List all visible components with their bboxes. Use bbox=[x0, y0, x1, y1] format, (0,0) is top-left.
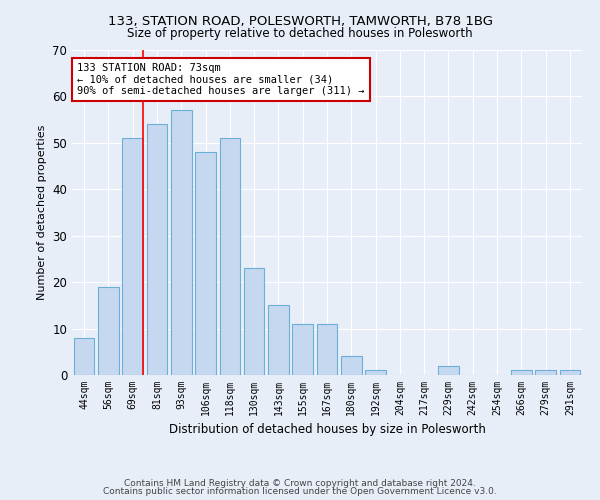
Bar bbox=[292, 324, 313, 375]
Bar bbox=[244, 268, 265, 375]
Bar bbox=[438, 366, 459, 375]
Text: Size of property relative to detached houses in Polesworth: Size of property relative to detached ho… bbox=[127, 28, 473, 40]
Text: 133, STATION ROAD, POLESWORTH, TAMWORTH, B78 1BG: 133, STATION ROAD, POLESWORTH, TAMWORTH,… bbox=[107, 15, 493, 28]
Bar bbox=[317, 324, 337, 375]
Bar bbox=[171, 110, 191, 375]
Bar bbox=[146, 124, 167, 375]
Bar bbox=[535, 370, 556, 375]
Text: 133 STATION ROAD: 73sqm
← 10% of detached houses are smaller (34)
90% of semi-de: 133 STATION ROAD: 73sqm ← 10% of detache… bbox=[77, 63, 365, 96]
Text: Contains public sector information licensed under the Open Government Licence v3: Contains public sector information licen… bbox=[103, 487, 497, 496]
Text: Contains HM Land Registry data © Crown copyright and database right 2024.: Contains HM Land Registry data © Crown c… bbox=[124, 478, 476, 488]
Bar bbox=[74, 338, 94, 375]
Bar bbox=[341, 356, 362, 375]
Bar bbox=[220, 138, 240, 375]
Bar bbox=[268, 306, 289, 375]
Bar bbox=[511, 370, 532, 375]
Y-axis label: Number of detached properties: Number of detached properties bbox=[37, 125, 47, 300]
Bar bbox=[365, 370, 386, 375]
Bar bbox=[98, 287, 119, 375]
Bar bbox=[195, 152, 216, 375]
Bar bbox=[122, 138, 143, 375]
Bar bbox=[560, 370, 580, 375]
X-axis label: Distribution of detached houses by size in Polesworth: Distribution of detached houses by size … bbox=[169, 424, 485, 436]
